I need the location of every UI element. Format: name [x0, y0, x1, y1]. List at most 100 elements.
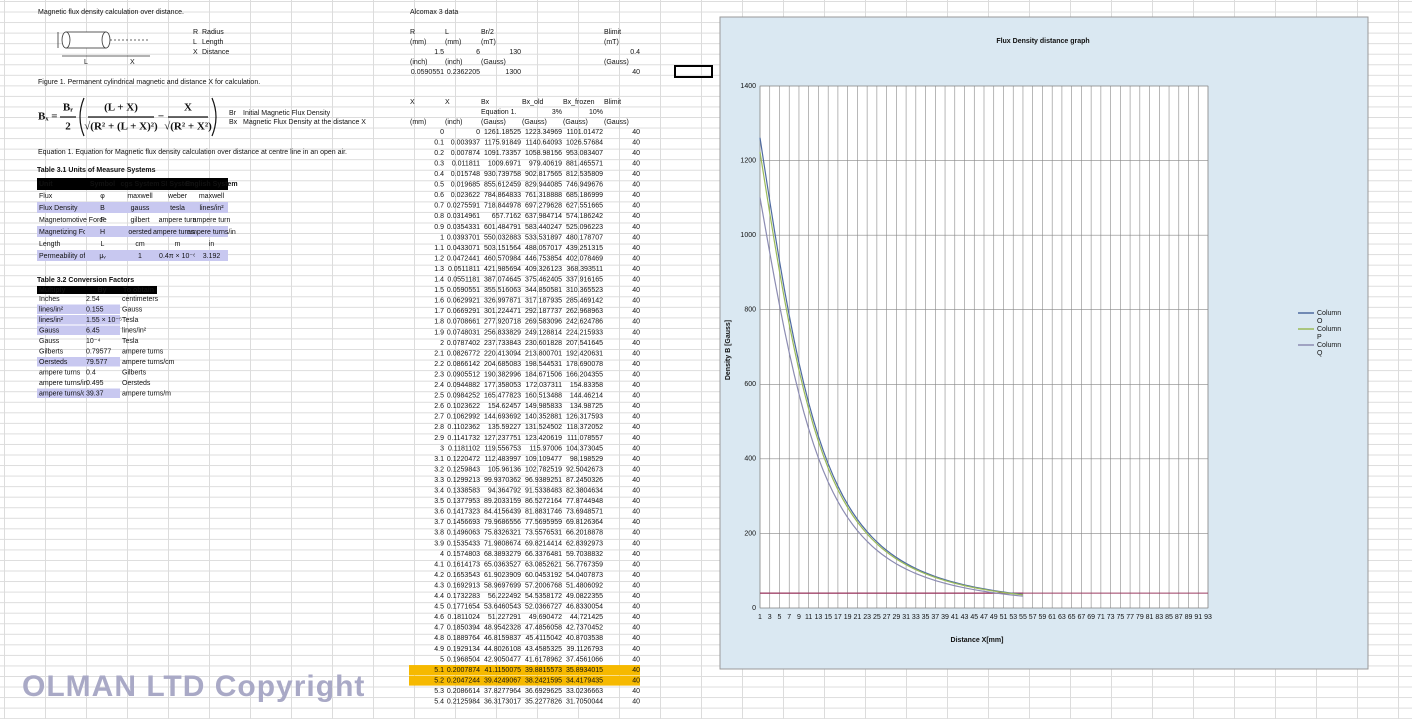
flux-cell: 930.739758 — [484, 171, 521, 178]
var-name: Distance — [202, 49, 229, 56]
flux-cell: 0.1496063 — [447, 530, 480, 537]
flux-cell: 0.1299213 — [447, 477, 480, 484]
header-cell — [160, 178, 195, 190]
cell-text: Flux Density — [39, 205, 78, 212]
flux-cell: 56.222492 — [488, 593, 521, 600]
flux-cell: 40 — [632, 234, 640, 241]
flux-cell: 134.98725 — [570, 403, 603, 410]
flux-cell: 65.0363527 — [484, 561, 521, 568]
flux-cell: 40 — [632, 414, 640, 421]
x-tick-label: 57 — [1029, 614, 1037, 621]
flux-cell: 40 — [632, 572, 640, 579]
cell-bg — [195, 250, 228, 261]
alcomax-cell: 130 — [509, 49, 521, 56]
flux-cell: 87.2450326 — [566, 477, 603, 484]
flux-cell: 2 — [440, 340, 444, 347]
eq-desc: Magnetic Flux Density at the distance X — [243, 119, 366, 126]
flux-cell: 39.8815573 — [525, 667, 562, 674]
legend-label-part: Column — [1317, 310, 1341, 317]
flux-cell: 5.4 — [434, 699, 444, 706]
alcomax-cell: 40 — [632, 69, 640, 76]
flux-cell: 35.2277826 — [525, 699, 562, 706]
selected-cell[interactable] — [674, 65, 713, 78]
flux-cell: 154.62457 — [488, 403, 521, 410]
flux-cell: 0.0433071 — [447, 245, 480, 252]
flux-cell: 40 — [632, 171, 640, 178]
var-symbol: X — [193, 49, 198, 56]
cell-bg — [37, 250, 85, 261]
row-highlight — [409, 665, 640, 676]
cell-text: m — [175, 241, 181, 248]
flux-cell: 0.0511811 — [448, 266, 480, 273]
flux-cell: 3.9 — [434, 540, 444, 547]
flux-cell: 204.685083 — [484, 361, 521, 368]
flux-cell: 0.0275591 — [447, 203, 480, 210]
flux-cell: 86.5272164 — [525, 498, 562, 505]
legend-label-part: Q — [1317, 350, 1323, 357]
y-tick-label: 0 — [752, 605, 756, 612]
x-tick-label: 73 — [1107, 614, 1115, 621]
flux-cell: 0.6 — [434, 192, 444, 199]
flux-cell: 46.8159837 — [484, 635, 521, 642]
x-axis-title: Distance X[mm] — [951, 637, 1004, 644]
eq-coef-num: Bᵣ — [63, 102, 73, 114]
flux-cell: 4.1 — [434, 561, 444, 568]
flux-cell: 4.4 — [434, 593, 444, 600]
flux-cell: 0.1259843 — [447, 466, 480, 473]
flux-cell: 40 — [632, 625, 640, 632]
flux-cell: 54.5358172 — [525, 593, 562, 600]
cell-text: 79.577 — [86, 359, 108, 366]
flux-cell: 81.8831746 — [525, 509, 562, 516]
flux-cell: 4.7 — [434, 625, 444, 632]
flux-cell: 0.1062992 — [447, 414, 480, 421]
flux-cell: 40 — [632, 667, 640, 674]
cell-text: lines/in² — [39, 317, 64, 324]
cell-text: Gilberts — [122, 370, 147, 377]
cell-text: maxwell — [199, 193, 225, 200]
x-tick-label: 49 — [990, 614, 998, 621]
alcomax-cell: (Gauss) — [481, 59, 506, 66]
flux-cell: 902.817565 — [525, 171, 562, 178]
magnet-diagram — [57, 31, 150, 57]
flux-cell: 34.4179435 — [566, 677, 603, 684]
x-tick-label: 51 — [1000, 614, 1008, 621]
cell-text: ampere turn — [159, 217, 197, 224]
flux-cell: 140.352881 — [525, 414, 562, 421]
flux-cell: 112.483997 — [485, 456, 522, 463]
cell-text: φ — [100, 193, 105, 200]
x-tick-label: 35 — [922, 614, 930, 621]
flux-cell: 1091.73357 — [484, 150, 521, 157]
x-tick-label: 25 — [873, 614, 881, 621]
var-symbol: R — [193, 29, 198, 36]
y-tick-label: 800 — [744, 307, 756, 314]
header-cell — [37, 178, 85, 190]
flux-cell: 40 — [632, 403, 640, 410]
flux-cell: 1.4 — [434, 277, 444, 284]
flux-cell: 39.1126793 — [567, 646, 604, 653]
flux-cell: 51.227291 — [488, 614, 521, 621]
legend-label: Column P — [1317, 326, 1341, 341]
flux-cell: 2.2 — [434, 361, 444, 368]
flux-cell: 77.5695959 — [525, 519, 562, 526]
flux-cell: 40 — [632, 160, 640, 167]
flux-cell: 301.224471 — [484, 308, 521, 315]
flux-header-note: Equation 1. — [481, 109, 516, 116]
flux-cell: 40 — [632, 519, 640, 526]
x-tick-label: 17 — [834, 614, 842, 621]
cell-bg — [85, 226, 120, 237]
x-tick-label: 67 — [1077, 614, 1085, 621]
flux-cell: 0.2 — [434, 150, 444, 157]
flux-cell: 4.5 — [434, 604, 444, 611]
cell-text: lines/in² — [39, 307, 64, 314]
flux-cell: 3.7 — [434, 519, 444, 526]
flux-cell: 40 — [632, 277, 640, 284]
flux-cell: 0.1181102 — [448, 445, 480, 452]
alcomax-cell: R — [410, 29, 415, 36]
x-tick-label: 91 — [1194, 614, 1202, 621]
header-cell — [85, 178, 120, 190]
flux-cell: 2.1 — [434, 350, 444, 357]
header-text: To obtain — [123, 287, 154, 294]
header-text: Symbol — [90, 181, 115, 188]
x-tick-label: 47 — [980, 614, 988, 621]
flux-cell: 40 — [632, 192, 640, 199]
